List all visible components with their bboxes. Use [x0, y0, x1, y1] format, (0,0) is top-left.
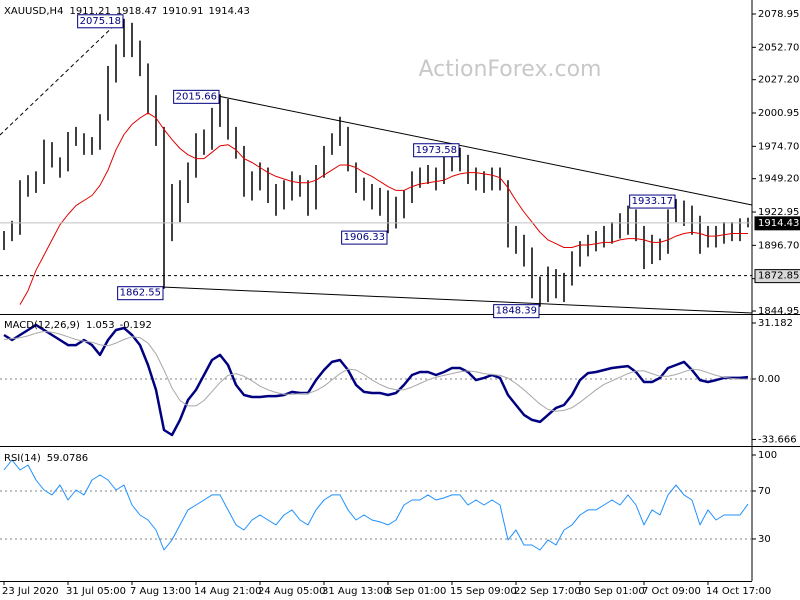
last-price-label: 1914.43 — [758, 218, 799, 229]
y-tick-label: 2052.70 — [758, 42, 799, 53]
readout: 59.0786 — [47, 453, 88, 464]
annotation: 2015.66 — [176, 91, 217, 102]
x-tick-label: 30 Sep 01:00 — [578, 586, 645, 597]
y-tick-label: 2027.20 — [758, 75, 799, 86]
y-tick-label: 30 — [758, 534, 771, 545]
y-tick-label: 70 — [758, 486, 771, 497]
label-box — [173, 89, 220, 104]
x-tick-label: 14 Oct 17:00 — [706, 586, 771, 597]
y-tick-label: 1974.70 — [758, 141, 799, 152]
x-tick-label: 23 Jul 2020 — [2, 586, 59, 597]
readout: -0.192 — [120, 320, 152, 331]
series-line — [3, 323, 749, 437]
x-tick-label: 24 Aug 05:00 — [258, 586, 325, 597]
label-box — [754, 216, 800, 231]
trendline — [161, 286, 753, 314]
x-tick-label: 7 Oct 09:00 — [642, 586, 701, 597]
annotation: 1862.55 — [120, 288, 161, 299]
trendline — [0, 17, 123, 136]
annotation: 1848.39 — [496, 306, 537, 317]
x-tick-label: 15 Sep 09:00 — [450, 586, 517, 597]
x-tick-label: 8 Sep 01:00 — [386, 586, 446, 597]
y-tick-label: 0.00 — [758, 374, 780, 385]
label-box — [341, 230, 388, 245]
y-tick-label: 2000.95 — [758, 108, 799, 119]
y-tick-label: 31.182 — [758, 318, 793, 329]
panel-title: MACD(12,26,9) — [4, 320, 80, 331]
y-tick-label: 100 — [758, 450, 777, 461]
annotation: 1933.17 — [632, 196, 673, 207]
annotation: 1906.33 — [344, 232, 385, 243]
label-box — [413, 143, 460, 158]
y-tick-label: 2078.95 — [758, 9, 799, 20]
readout: 1918.47 — [116, 6, 157, 17]
label-box — [754, 269, 800, 284]
label-box — [117, 286, 164, 301]
y-tick-label: 1844.95 — [758, 306, 799, 317]
readout: 1910.91 — [162, 6, 203, 17]
y-tick-label: 1896.70 — [758, 240, 799, 251]
y-tick-label: 1922.95 — [758, 207, 799, 218]
series-line — [3, 330, 749, 412]
y-tick-label: -33.666 — [758, 434, 797, 445]
x-tick-label: 22 Sep 17:00 — [514, 586, 581, 597]
label-box — [493, 304, 540, 319]
label-box — [77, 14, 124, 29]
annotation: 2075.18 — [80, 16, 121, 27]
x-tick-label: 31 Jul 05:00 — [66, 586, 126, 597]
series-line — [3, 459, 749, 551]
panel-title: RSI(14) — [4, 453, 41, 464]
x-tick-label: 14 Aug 21:00 — [194, 586, 261, 597]
readout: 1.053 — [86, 320, 115, 331]
series-line — [19, 112, 748, 305]
readout: 1914.43 — [209, 6, 250, 17]
level-label: 1872.85 — [758, 271, 799, 282]
watermark: ActionForex.com — [419, 57, 602, 82]
trendline — [212, 94, 753, 206]
x-tick-label: 31 Aug 13:00 — [322, 586, 389, 597]
panel-title: XAUUSD,H4 — [4, 6, 63, 17]
annotation: 1973.58 — [416, 145, 457, 156]
readout: 1911.21 — [69, 6, 110, 17]
x-tick-label: 7 Aug 13:00 — [130, 586, 191, 597]
y-tick-label: 1949.20 — [758, 174, 799, 185]
label-box — [629, 194, 676, 209]
